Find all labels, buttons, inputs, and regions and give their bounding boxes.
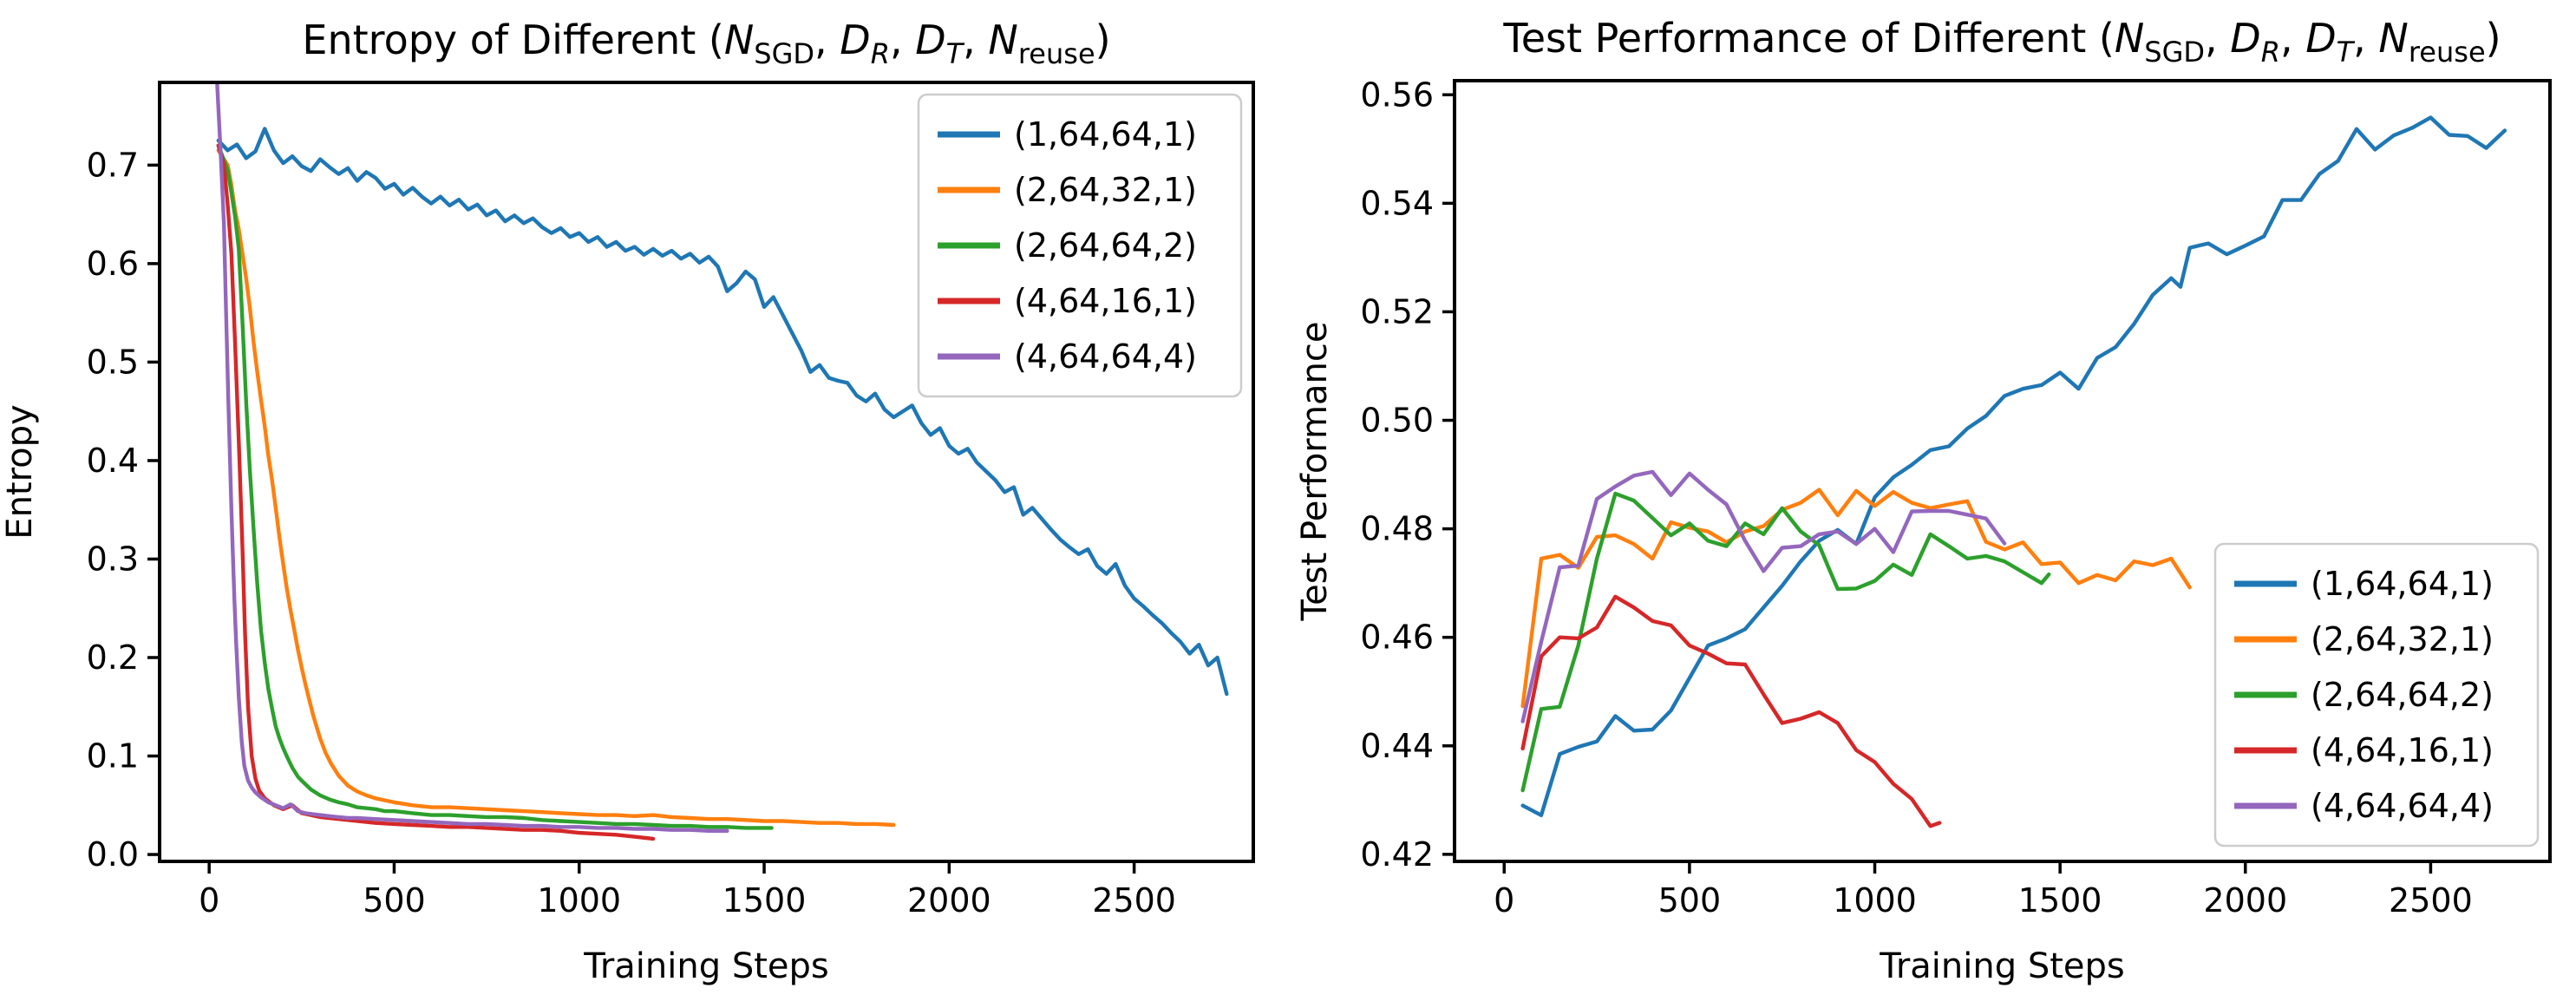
- x-tick-label: 2000: [907, 881, 991, 920]
- legend-label: (2,64,64,2): [2311, 676, 2494, 714]
- x-axis-label: Training Steps: [1879, 946, 2124, 986]
- series-line-(4,64,64,4): [1520, 469, 2007, 723]
- legend-label: (1,64,64,1): [2311, 565, 2494, 603]
- x-axis-label: Training Steps: [583, 946, 828, 986]
- y-tick-label: 0.48: [1360, 510, 1434, 548]
- legend-label: (4,64,16,1): [2311, 731, 2494, 769]
- legend-label: (2,64,32,1): [2311, 620, 2494, 658]
- x-tick-label: 2000: [2203, 881, 2287, 920]
- x-tick-label: 2500: [1092, 881, 1176, 920]
- series-line-(4,64,64,4): [215, 82, 729, 833]
- series-group: [215, 82, 1229, 841]
- x-tick-label: 1000: [1833, 881, 1917, 920]
- x-tick-label: 2500: [2389, 881, 2473, 920]
- y-tick-label: 0.6: [87, 245, 139, 283]
- legend-box: [2213, 542, 2540, 848]
- x-tick-label: 500: [1658, 881, 1722, 920]
- legend-label: (1,64,64,1): [1014, 115, 1197, 154]
- y-tick-label: 0.2: [87, 638, 139, 677]
- x-tick-label: 1500: [722, 881, 807, 920]
- legend-box: [917, 93, 1243, 398]
- y-axis-label: Test Performance: [1295, 322, 1335, 622]
- series-line-(2,64,32,1): [216, 148, 896, 828]
- x-tick-label: 500: [363, 881, 426, 920]
- chart-title: Entropy of Different (NSGD, DR, DT, Nreu…: [302, 16, 1110, 70]
- y-tick-label: 0.4: [87, 442, 139, 480]
- y-tick-label: 0.54: [1360, 184, 1434, 222]
- series-line-(2,64,64,2): [1520, 491, 2051, 793]
- series-line-(4,64,16,1): [216, 143, 656, 841]
- y-tick-label: 0.52: [1360, 292, 1434, 331]
- legend-label: (2,64,64,2): [1014, 226, 1197, 265]
- plot-spines: [158, 81, 1255, 863]
- y-tick-label: 0.7: [87, 146, 139, 184]
- series-line-(2,64,64,2): [216, 143, 774, 830]
- legend: (1,64,64,1) (2,64,32,1) (2,64,64,2) (4,64,1…: [917, 93, 1243, 398]
- series-line-(4,64,16,1): [1520, 594, 1942, 828]
- plot-spines: [1453, 79, 2552, 863]
- x-tick-label: 1500: [2018, 881, 2102, 920]
- y-axis-label: Entropy: [0, 404, 40, 539]
- x-tick-label: 0: [1494, 881, 1514, 920]
- x-tick-label: 1000: [537, 881, 621, 920]
- x-tick-label: 0: [199, 881, 219, 920]
- series-line-(1,64,64,1): [216, 127, 1229, 697]
- series-group: [1520, 115, 2507, 828]
- y-tick-label: 0.50: [1360, 402, 1434, 440]
- chart-title: Test Performance of Different (NSGD, DR,…: [1502, 15, 2501, 69]
- y-tick-label: 0.3: [87, 540, 139, 578]
- y-tick-label: 0.42: [1360, 835, 1434, 874]
- legend-label: (2,64,32,1): [1014, 171, 1197, 209]
- entropy-plot: 0 500 1000 1500 2000 2500 0.0 0.1 0.2 0.3 0.4 0.5 0.…: [0, 16, 1255, 986]
- series-line-(1,64,64,1): [1520, 115, 2507, 817]
- legend: (1,64,64,1) (2,64,32,1) (2,64,64,2) (4,64,1…: [2213, 542, 2540, 848]
- legend-label: (4,64,64,4): [2311, 787, 2494, 825]
- y-tick-label: 0.44: [1360, 727, 1434, 765]
- series-line-(2,64,32,1): [1520, 488, 2192, 709]
- y-tick-label: 0.46: [1360, 619, 1434, 657]
- y-tick-label: 0.0: [87, 835, 139, 874]
- test-performance-plot: 0 500 1000 1500 2000 2500 0.42 0.44 0.46 0.48 0.50…: [1295, 15, 2552, 986]
- y-tick-label: 0.1: [87, 737, 139, 776]
- legend-label: (4,64,64,4): [1014, 337, 1197, 376]
- y-tick-label: 0.5: [87, 343, 139, 381]
- y-tick-label: 0.56: [1360, 75, 1434, 114]
- legend-label: (4,64,16,1): [1014, 282, 1197, 320]
